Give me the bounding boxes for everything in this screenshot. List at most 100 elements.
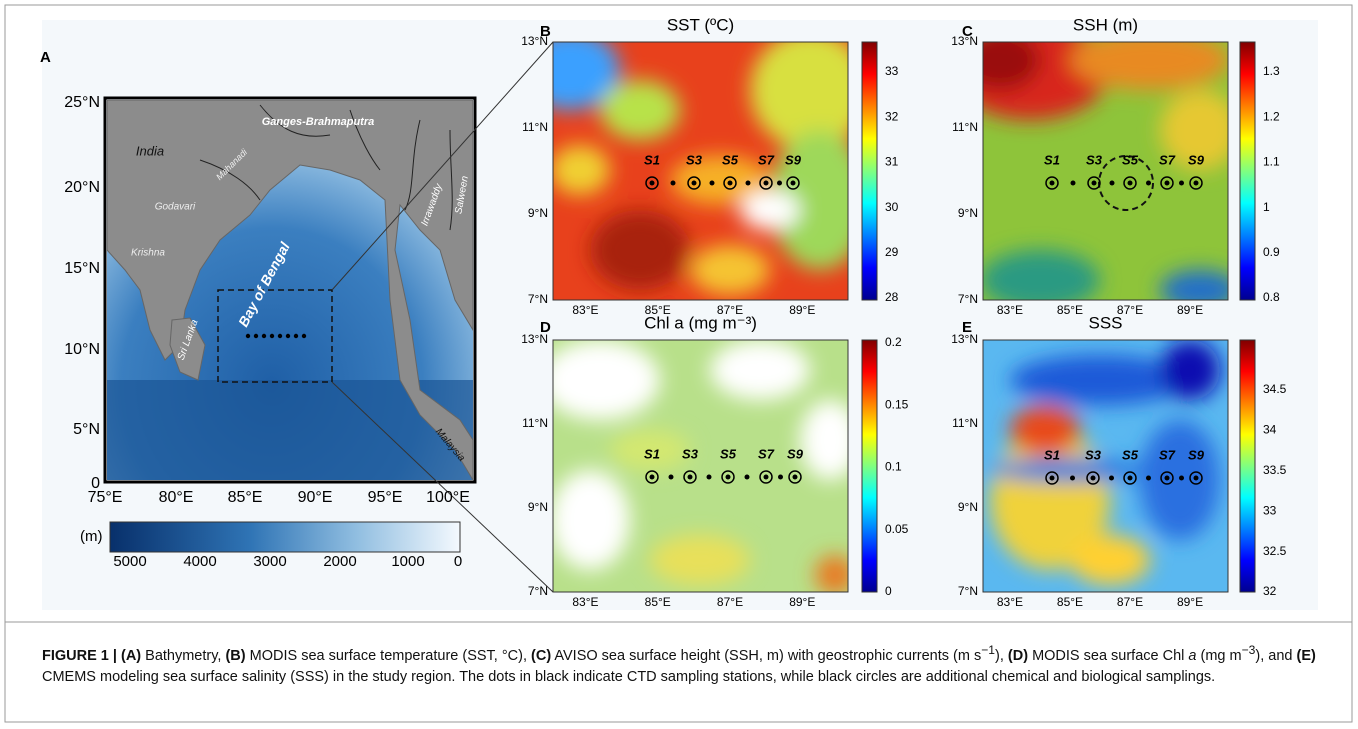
station-ring — [645, 176, 659, 190]
station-ring — [1189, 176, 1203, 190]
station-dot — [1179, 180, 1184, 186]
station-dot — [725, 474, 731, 480]
colorbar-tick: 0 — [885, 584, 892, 598]
panel-letter: C — [962, 23, 973, 40]
x-tick-label: 87°E — [717, 595, 743, 609]
colorbar-tick: 3000 — [253, 553, 286, 570]
x-tick-label: 87°E — [1117, 595, 1143, 609]
colorbar-tick: 2000 — [323, 553, 356, 570]
panel-title: SSH (m) — [1073, 15, 1138, 34]
y-tick-label: 13°N — [521, 332, 548, 346]
caption-part: (B) — [225, 647, 246, 664]
station-dot — [763, 474, 769, 480]
station-dot — [1070, 475, 1075, 481]
caption-part: ), — [995, 647, 1008, 664]
station-label: S7 — [1159, 152, 1176, 167]
colorbar-tick: 34.5 — [1263, 382, 1287, 396]
station-label: S3 — [1085, 447, 1102, 462]
y-tick-label: 13°N — [521, 34, 548, 48]
y-tick-label: 13°N — [951, 34, 978, 48]
y-tick-label: 11°N — [952, 120, 978, 134]
colorbar-tick: 4000 — [183, 553, 216, 570]
x-tick-label: 85°E — [645, 303, 671, 317]
station-ring — [1189, 471, 1203, 485]
caption: FIGURE 1 | (A) Bathymetry, (B) MODIS sea… — [42, 640, 1342, 688]
colorbar-d — [861, 339, 878, 593]
place-label: Godavari — [155, 202, 196, 213]
colorbar-a — [109, 521, 461, 553]
colorbar-tick: 0 — [454, 553, 462, 570]
caption-part: ), and — [1255, 647, 1297, 664]
station-ring — [1160, 176, 1174, 190]
stations: S1 S3 S5 S7 S9 — [644, 152, 802, 190]
station-ring — [1086, 471, 1100, 485]
station-label: S7 — [758, 152, 775, 167]
colorbar-tick: 1000 — [391, 553, 424, 570]
station-ring — [1045, 471, 1059, 485]
station-label: S1 — [644, 446, 660, 461]
station-dot — [792, 474, 798, 480]
station-label: S9 — [1188, 152, 1205, 167]
station-dot — [1164, 180, 1170, 186]
y-tick-label: 20°N — [64, 179, 100, 196]
caption-part: −1 — [981, 643, 996, 657]
station-dot — [1109, 180, 1115, 186]
colorbar-tick: 29 — [885, 245, 899, 259]
station-dot — [1090, 475, 1096, 481]
x-tick-label: 100°E — [426, 489, 470, 506]
y-tick-label: 11°N — [952, 416, 978, 430]
station-ring — [723, 176, 737, 190]
x-tick-label: 87°E — [717, 303, 743, 317]
station-label: S1 — [1044, 447, 1060, 462]
caption-part: Bathymetry, — [141, 647, 226, 664]
station-dot — [709, 180, 715, 186]
station-ring — [1087, 176, 1101, 190]
caption-part: CMEMS modeling sea surface salinity (SSS… — [42, 668, 1216, 685]
y-tick-label: 25°N — [64, 94, 100, 111]
panel-title: Chl a (mg m⁻³) — [644, 313, 757, 332]
x-tick-label: 85°E — [228, 489, 263, 506]
x-tick-label: 85°E — [1057, 595, 1083, 609]
y-tick-label: 9°N — [528, 206, 548, 220]
panel-title: SST (ºC) — [667, 15, 734, 34]
y-tick-label: 5°N — [73, 421, 100, 438]
station-ring — [1045, 176, 1059, 190]
caption-part: (E) — [1296, 647, 1316, 664]
station-dot — [1127, 475, 1133, 481]
map-c — [983, 42, 1228, 300]
y-tick-label: 11°N — [522, 416, 548, 430]
station-label: S9 — [787, 446, 804, 461]
x-tick-label: 80°E — [159, 489, 194, 506]
station-ring — [645, 470, 659, 484]
colorbar-tick: 33.5 — [1263, 463, 1287, 477]
caption-part: −3 — [1241, 643, 1256, 657]
station-ring — [1160, 471, 1174, 485]
caption-part: (mg m — [1196, 647, 1242, 664]
station-dot — [706, 474, 712, 480]
station-dot — [790, 180, 796, 186]
map-e — [983, 340, 1228, 592]
map-a-frame — [103, 96, 477, 484]
station-label: S3 — [682, 446, 699, 461]
station-ring — [1123, 176, 1137, 190]
map-b — [553, 42, 848, 300]
colorbar-tick: 1 — [1263, 200, 1270, 214]
station-label: S3 — [686, 152, 703, 167]
station-dot — [1049, 180, 1055, 186]
x-tick-label: 89°E — [1177, 303, 1203, 317]
a-stations — [245, 333, 307, 339]
station-dot — [727, 180, 733, 186]
colorbar-tick: 32.5 — [1263, 544, 1287, 558]
colorbar-tick: 34 — [1263, 423, 1277, 437]
colorbar-tick: 0.05 — [885, 522, 909, 536]
panel-letter: D — [540, 319, 551, 336]
station-label: S9 — [1188, 447, 1205, 462]
x-tick-label: 95°E — [368, 489, 403, 506]
y-tick-label: 7°N — [958, 584, 978, 598]
station-dot — [1146, 180, 1151, 186]
colorbar-tick: 32 — [885, 109, 899, 123]
colorbar-tick: 5000 — [113, 553, 146, 570]
x-tick-label: 83°E — [572, 595, 598, 609]
